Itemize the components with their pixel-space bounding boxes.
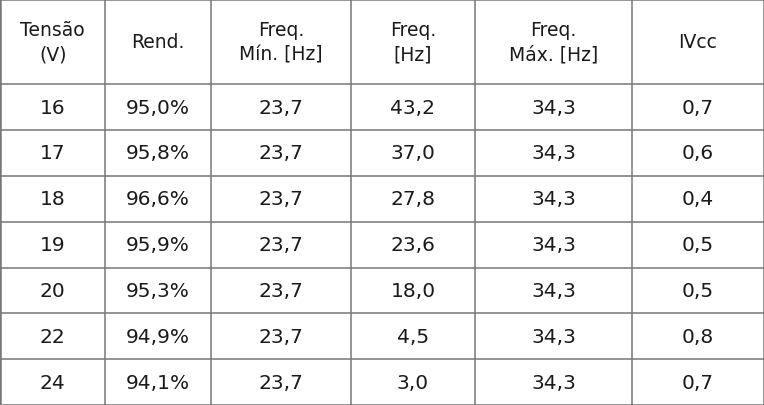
Text: 23,7: 23,7	[258, 190, 303, 209]
Text: 23,7: 23,7	[258, 373, 303, 392]
Text: Freq.
Mín. [Hz]: Freq. Mín. [Hz]	[239, 21, 322, 64]
Text: 18,0: 18,0	[390, 281, 435, 300]
Text: 18: 18	[40, 190, 66, 209]
Text: 23,7: 23,7	[258, 236, 303, 254]
Text: 34,3: 34,3	[531, 144, 576, 163]
Text: 0,5: 0,5	[681, 281, 714, 300]
Text: 19: 19	[40, 236, 66, 254]
Text: 34,3: 34,3	[531, 190, 576, 209]
Text: 23,7: 23,7	[258, 144, 303, 163]
Text: 24: 24	[40, 373, 66, 392]
Text: Freq.
[Hz]: Freq. [Hz]	[390, 21, 436, 64]
Text: Tensão
(V): Tensão (V)	[21, 21, 85, 64]
Text: 34,3: 34,3	[531, 373, 576, 392]
Text: 34,3: 34,3	[531, 98, 576, 117]
Text: 23,7: 23,7	[258, 98, 303, 117]
Text: 17: 17	[40, 144, 66, 163]
Text: 3,0: 3,0	[397, 373, 429, 392]
Text: 95,0%: 95,0%	[126, 98, 190, 117]
Text: Freq.
Máx. [Hz]: Freq. Máx. [Hz]	[509, 21, 598, 64]
Text: 43,2: 43,2	[390, 98, 435, 117]
Text: 95,3%: 95,3%	[126, 281, 190, 300]
Text: Rend.: Rend.	[131, 33, 185, 52]
Text: 27,8: 27,8	[390, 190, 435, 209]
Text: 94,9%: 94,9%	[126, 327, 190, 346]
Text: 96,6%: 96,6%	[126, 190, 190, 209]
Text: 0,8: 0,8	[681, 327, 714, 346]
Text: 16: 16	[40, 98, 66, 117]
Text: IVcc: IVcc	[678, 33, 717, 52]
Text: 95,8%: 95,8%	[126, 144, 190, 163]
Text: 34,3: 34,3	[531, 281, 576, 300]
Text: 0,6: 0,6	[681, 144, 714, 163]
Text: 94,1%: 94,1%	[126, 373, 190, 392]
Text: 20: 20	[40, 281, 66, 300]
Text: 34,3: 34,3	[531, 327, 576, 346]
Text: 23,6: 23,6	[390, 236, 435, 254]
Text: 95,9%: 95,9%	[126, 236, 190, 254]
Text: 23,7: 23,7	[258, 281, 303, 300]
Text: 0,7: 0,7	[681, 373, 714, 392]
Text: 4,5: 4,5	[397, 327, 429, 346]
Text: 23,7: 23,7	[258, 327, 303, 346]
Text: 37,0: 37,0	[390, 144, 435, 163]
Text: 0,7: 0,7	[681, 98, 714, 117]
Text: 0,4: 0,4	[681, 190, 714, 209]
Text: 0,5: 0,5	[681, 236, 714, 254]
Text: 22: 22	[40, 327, 66, 346]
Text: 34,3: 34,3	[531, 236, 576, 254]
